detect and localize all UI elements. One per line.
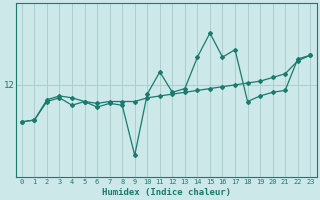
X-axis label: Humidex (Indice chaleur): Humidex (Indice chaleur) bbox=[101, 188, 231, 197]
